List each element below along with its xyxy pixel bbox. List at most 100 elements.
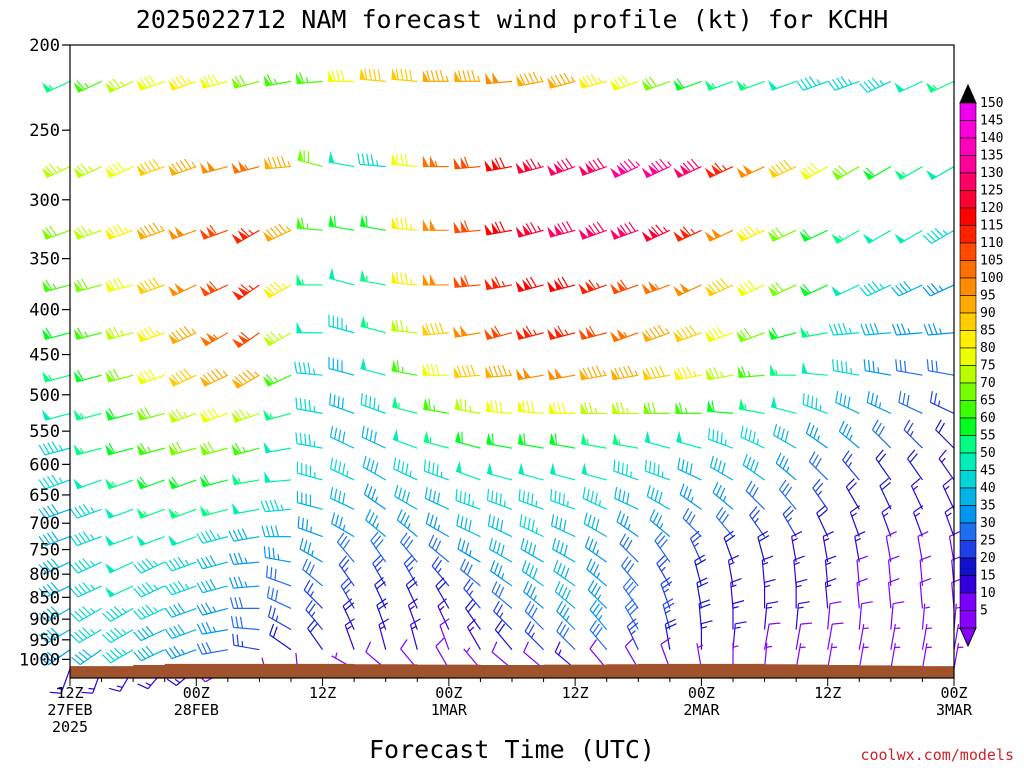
barb-half-feather [376, 160, 379, 166]
wind-barb [644, 430, 671, 449]
wind-barb [547, 276, 576, 293]
barb-half-feather [531, 632, 535, 638]
barb-feather [183, 368, 192, 378]
barb-feather [802, 229, 811, 239]
barb-feather [558, 583, 564, 595]
barb-feather [78, 532, 87, 543]
barb-feather [305, 519, 309, 531]
barb-half-feather [411, 625, 417, 630]
barb-flag [553, 224, 563, 236]
wind-barb [745, 480, 765, 510]
barb-half-feather [635, 161, 641, 167]
barb-feather [488, 537, 493, 550]
barb-feather [782, 458, 789, 470]
barb-feather [164, 585, 173, 596]
barb-feather [805, 422, 811, 434]
barb-half-feather [275, 615, 279, 622]
barb-feather [299, 398, 302, 410]
wind-barb [649, 509, 671, 538]
barb-feather [144, 225, 152, 236]
barb-flag [238, 160, 247, 172]
barb-feather [145, 582, 154, 592]
wind-barb [660, 576, 673, 609]
wind-barb [770, 396, 797, 414]
barb-feather [623, 366, 629, 378]
colorbar-swatch [959, 295, 977, 314]
barb-half-feather [469, 550, 472, 556]
barb-half-feather [180, 648, 186, 655]
barb-feather [919, 577, 932, 584]
barb-feather [565, 157, 573, 168]
colorbar-swatch [959, 435, 977, 454]
wind-barb [610, 158, 641, 179]
barb-half-feather [907, 328, 911, 335]
barb-feather [433, 516, 438, 529]
barb-feather [519, 74, 526, 85]
barb-feather [209, 555, 217, 566]
barb-flag [585, 281, 595, 292]
terrain-fill [70, 663, 954, 678]
wind-barb [942, 477, 955, 510]
wind-barb [423, 398, 449, 414]
barb-feather [171, 163, 179, 174]
barb-half-feather [242, 446, 246, 453]
barb-feather [237, 576, 244, 588]
barb-flag [328, 70, 335, 82]
barb-feather [137, 683, 149, 690]
barb-feather [203, 76, 211, 87]
barb-half-feather [301, 279, 305, 286]
barb-feather [930, 230, 940, 240]
barb-feather [207, 441, 215, 453]
barb-half-feather [343, 567, 349, 573]
wind-barb [490, 560, 513, 587]
wind-barb [948, 531, 961, 563]
wind-barb [856, 577, 868, 609]
barb-shaft [708, 332, 734, 343]
barb-feather [462, 70, 467, 82]
barb-feather [368, 512, 375, 524]
barb-half-feather [90, 507, 95, 513]
barb-half-feather [143, 510, 148, 517]
barb-feather [269, 331, 279, 341]
barb-feather [274, 568, 277, 581]
barb-feather [492, 540, 497, 552]
wind-barb [485, 364, 513, 379]
barb-feather [651, 162, 660, 173]
barb-feather [234, 76, 242, 87]
wind-barb [578, 325, 607, 341]
barb-feather [812, 478, 821, 489]
wind-barb [673, 324, 702, 343]
barb-feather [141, 584, 150, 594]
barb-flag [168, 478, 178, 489]
wind-barb [360, 214, 386, 231]
barb-feather [720, 432, 723, 444]
wind-barb [484, 157, 513, 172]
wind-barb [400, 532, 418, 563]
barb-feather [266, 333, 275, 343]
barb-shaft [868, 166, 892, 181]
barb-feather [431, 537, 438, 549]
barb-feather [78, 505, 87, 516]
barb-half-feather [787, 517, 793, 523]
barb-feather [903, 281, 912, 291]
barb-feather [171, 78, 179, 89]
barb-feather [393, 457, 397, 470]
wind-barb [262, 331, 292, 347]
barb-feather [618, 488, 622, 501]
barb-flag [578, 228, 588, 240]
barb-feather [238, 408, 247, 419]
barb-feather [357, 152, 361, 165]
barb-feather [205, 642, 212, 653]
barb-feather [619, 279, 628, 290]
wind-barb [547, 325, 576, 341]
barb-feather [525, 562, 531, 574]
barb-feather [652, 512, 659, 524]
wind-barb [199, 407, 229, 423]
barb-flag [422, 219, 429, 231]
barb-feather [624, 223, 632, 234]
barb-shaft [267, 374, 292, 387]
barb-feather [396, 509, 403, 521]
wind-barb [359, 68, 386, 82]
barb-flag [554, 367, 563, 379]
barb-half-feather [58, 444, 63, 451]
